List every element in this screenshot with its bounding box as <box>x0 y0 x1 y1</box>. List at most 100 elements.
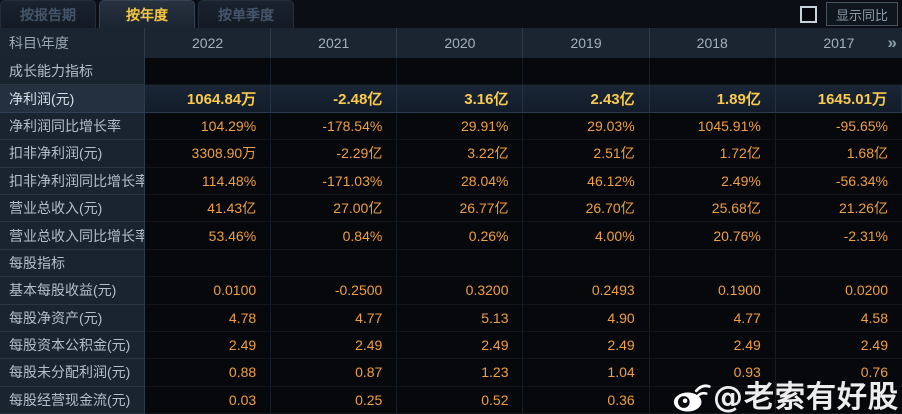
value-cell: 0.03 <box>145 386 272 414</box>
value-cell: 27.00亿 <box>271 194 398 223</box>
value-cell: 104.29% <box>145 112 272 141</box>
value-cell: 41.43亿 <box>145 194 272 223</box>
value-cell <box>523 58 650 86</box>
tab-report-period[interactable]: 按报告期 <box>0 0 96 28</box>
value-cell: 3.22亿 <box>397 140 524 168</box>
table-row[interactable]: 净利润同比增长率 104.29% -178.54% 29.91% 29.03% 1045.… <box>0 112 902 141</box>
row-label: 每股经营现金流(元) <box>0 386 145 414</box>
table-row[interactable]: 净利润(元) 1064.84万 -2.48亿 3.16亿 2.43亿 1.89亿 1645.… <box>0 85 902 113</box>
value-cell: 2.43亿 <box>523 85 650 113</box>
value-cell: 2.49 <box>523 331 650 360</box>
table-row[interactable]: 基本每股收益(元) 0.0100 -0.2500 0.3200 0.2493 0.1900… <box>0 277 902 305</box>
row-label: 基本每股收益(元) <box>0 277 145 305</box>
year-column-header: 2022 <box>145 28 272 58</box>
table-row[interactable]: 扣非净利润(元) 3308.90万 -2.29亿 3.22亿 2.51亿 1.72亿 1.6… <box>0 140 902 168</box>
table-row[interactable]: 每股经营现金流(元) 0.03 0.25 0.52 0.36 <box>0 386 902 414</box>
value-cell: 1645.01万 <box>775 85 902 113</box>
table-row[interactable]: 营业总收入同比增长率 53.46% 0.84% 0.26% 4.00% 20.76% -2.… <box>0 222 902 250</box>
value-cell <box>775 386 902 414</box>
value-cell: 4.90 <box>523 304 650 332</box>
value-cell: 25.68亿 <box>649 194 776 223</box>
more-columns-icon[interactable]: » <box>887 33 898 52</box>
value-cell: -2.29亿 <box>271 140 398 168</box>
value-cell <box>775 58 902 86</box>
year-column-header: 2021 <box>271 28 398 58</box>
value-cell: -56.34% <box>775 167 902 195</box>
section-row[interactable]: 每股指标 <box>0 249 902 278</box>
table-body: 成长能力指标 净利润(元) 1064.84万 -2.48亿 3.16亿 2.43亿 1.89… <box>0 58 902 414</box>
value-cell: 1.68亿 <box>775 140 902 168</box>
value-cell <box>649 386 776 414</box>
value-cell: 1.04 <box>523 359 650 387</box>
year-column-header: 2018 <box>650 28 776 58</box>
value-cell: 4.58 <box>775 304 902 332</box>
tab-single-quarter[interactable]: 按单季度 <box>198 0 294 28</box>
value-cell: 26.77亿 <box>397 194 524 223</box>
value-cell: -0.2500 <box>271 277 398 305</box>
show-yoy-checkbox[interactable] <box>799 5 817 23</box>
table-row[interactable]: 每股资本公积金(元) 2.49 2.49 2.49 2.49 2.49 2.49 <box>0 331 902 360</box>
value-cell: 2.49 <box>271 331 398 360</box>
value-cell: 0.25 <box>271 386 398 414</box>
value-cell: 0.87 <box>271 359 398 387</box>
value-cell: 5.13 <box>397 304 524 332</box>
table-row[interactable]: 扣非净利润同比增长率 114.48% -171.03% 28.04% 46.12% 2.4… <box>0 167 902 195</box>
value-cell <box>397 58 524 86</box>
value-cell: 0.1900 <box>649 277 776 305</box>
value-cell: 28.04% <box>397 167 524 195</box>
value-cell: 2.49 <box>649 331 776 360</box>
value-cell: 21.26亿 <box>775 194 902 223</box>
value-cell: 1.23 <box>397 359 524 387</box>
year-column-header: 2017 <box>823 35 855 51</box>
value-cell <box>271 58 398 86</box>
corner-header-cell: 科目\年度 <box>0 28 145 58</box>
value-cell: 0.0200 <box>775 277 902 305</box>
value-cell: -2.48亿 <box>271 85 398 113</box>
value-cell: 114.48% <box>145 167 272 195</box>
value-cell: 0.84% <box>271 222 398 250</box>
row-label: 营业总收入同比增长率 <box>0 222 145 250</box>
value-cell <box>145 249 272 278</box>
table-row[interactable]: 营业总收入(元) 41.43亿 27.00亿 26.77亿 26.70亿 25.68亿 21… <box>0 194 902 223</box>
value-cell: 0.26% <box>397 222 524 250</box>
table-row[interactable]: 每股净资产(元) 4.78 4.77 5.13 4.90 4.77 4.58 <box>0 304 902 332</box>
value-cell: -2.31% <box>775 222 902 250</box>
annual-indicators-table: 科目\年度 2022 2021 2020 2019 2018 2017 » 成长能力指标净… <box>0 28 902 414</box>
yoy-controls: 显示同比 <box>799 2 898 26</box>
year-column-header: 2019 <box>523 28 650 58</box>
value-cell: 2.49 <box>397 331 524 360</box>
value-cell: -178.54% <box>271 112 398 141</box>
value-cell: 2.49% <box>649 167 776 195</box>
value-cell <box>397 249 524 278</box>
value-cell: 4.77 <box>271 304 398 332</box>
section-row[interactable]: 成长能力指标 <box>0 58 902 86</box>
row-label: 净利润同比增长率 <box>0 112 145 141</box>
tab-annual[interactable]: 按年度 <box>99 0 195 28</box>
value-cell: 1045.91% <box>649 112 776 141</box>
table-row[interactable]: 每股未分配利润(元) 0.88 0.87 1.23 1.04 0.93 0.76 <box>0 359 902 387</box>
value-cell <box>271 249 398 278</box>
value-cell <box>649 58 776 86</box>
row-label: 营业总收入(元) <box>0 194 145 223</box>
value-cell <box>649 249 776 278</box>
value-cell: -171.03% <box>271 167 398 195</box>
row-label: 扣非净利润(元) <box>0 140 145 168</box>
value-cell: 0.76 <box>775 359 902 387</box>
value-cell: 0.88 <box>145 359 272 387</box>
row-label: 净利润(元) <box>0 85 145 113</box>
value-cell: 1.89亿 <box>649 85 776 113</box>
row-label: 每股净资产(元) <box>0 304 145 332</box>
value-cell: 3.16亿 <box>397 85 524 113</box>
value-cell: 2.49 <box>775 331 902 360</box>
row-label: 成长能力指标 <box>0 58 145 86</box>
value-cell: 0.52 <box>397 386 524 414</box>
value-cell: 0.0100 <box>145 277 272 305</box>
value-cell: 1.72亿 <box>649 140 776 168</box>
value-cell: 0.93 <box>649 359 776 387</box>
show-yoy-toggle[interactable]: 显示同比 <box>825 2 898 26</box>
tab-list: 按报告期 按年度 按单季度 <box>0 0 297 28</box>
value-cell: 2.49 <box>145 331 272 360</box>
value-cell: 26.70亿 <box>523 194 650 223</box>
row-label: 扣非净利润同比增长率 <box>0 167 145 195</box>
